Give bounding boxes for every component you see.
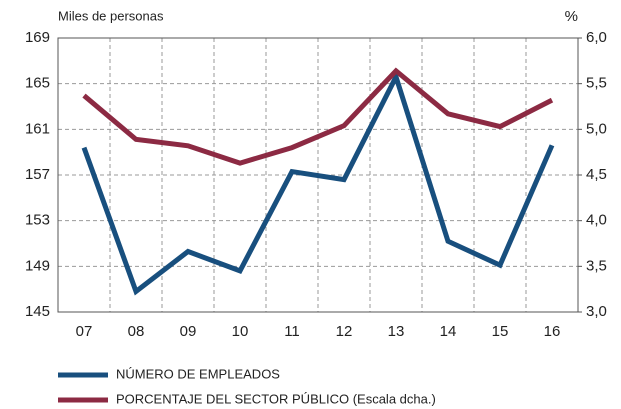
y-tick-label: 145 xyxy=(25,303,50,320)
series-line xyxy=(81,70,555,296)
y-tick-label: 153 xyxy=(25,212,50,229)
y-tick-label: 161 xyxy=(25,120,50,137)
legend-label: NÚMERO DE EMPLEADOS xyxy=(116,366,280,381)
y2-tick-label: 3,5 xyxy=(586,257,607,274)
y2-tick-label: 4,0 xyxy=(586,212,607,229)
y-tick-label: 169 xyxy=(25,29,50,46)
x-tick-label: 09 xyxy=(180,323,197,340)
y-tick-label: 149 xyxy=(25,257,50,274)
x-tick-label: 16 xyxy=(544,323,561,340)
y2-tick-label: 3,0 xyxy=(586,303,607,320)
legend-label: PORCENTAJE DEL SECTOR PÚBLICO (Escala dc… xyxy=(116,391,436,406)
series-line xyxy=(82,67,554,166)
x-tick-label: 14 xyxy=(440,323,457,340)
x-tick-label: 07 xyxy=(76,323,93,340)
y2-tick-label: 5,5 xyxy=(586,75,607,92)
y-tick-label: 157 xyxy=(25,166,50,183)
x-tick-label: 10 xyxy=(232,323,249,340)
x-tick-label: 08 xyxy=(128,323,145,340)
y2-tick-label: 4,5 xyxy=(586,166,607,183)
y2-tick-label: 6,0 xyxy=(586,29,607,46)
x-tick-label: 15 xyxy=(492,323,509,340)
y2-tick-label: 5,0 xyxy=(586,120,607,137)
y-tick-label: 165 xyxy=(25,75,50,92)
y-axis-label: Miles de personas xyxy=(58,8,164,23)
x-tick-label: 11 xyxy=(284,323,300,340)
x-tick-label: 13 xyxy=(388,323,405,340)
y2-axis-label: % xyxy=(565,8,578,25)
x-tick-label: 12 xyxy=(336,323,353,340)
plot-frame xyxy=(57,37,579,313)
